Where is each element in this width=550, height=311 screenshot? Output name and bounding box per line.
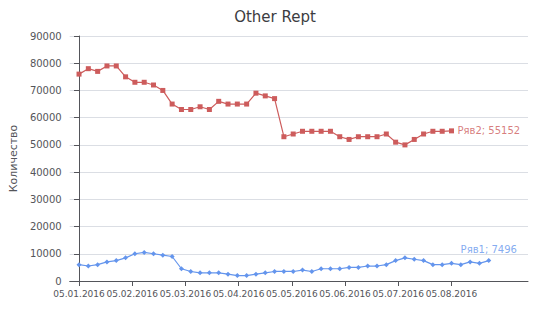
svg-text:Ряв1; 7496: Ряв1; 7496 <box>461 244 517 255</box>
svg-text:90000: 90000 <box>30 31 62 42</box>
svg-text:Other Rept: Other Rept <box>234 8 316 26</box>
svg-text:10000: 10000 <box>30 248 62 259</box>
svg-text:80000: 80000 <box>30 58 62 69</box>
svg-text:05.02.2016: 05.02.2016 <box>106 289 158 299</box>
svg-text:05.06.2016: 05.06.2016 <box>319 289 371 299</box>
svg-text:40000: 40000 <box>30 167 62 178</box>
svg-text:05.03.2016: 05.03.2016 <box>160 289 212 299</box>
svg-text:50000: 50000 <box>30 139 62 150</box>
svg-text:60000: 60000 <box>30 112 62 123</box>
svg-text:30000: 30000 <box>30 194 62 205</box>
svg-text:Ряв2; 55152: Ряв2; 55152 <box>458 125 521 136</box>
svg-text:05.08.2016: 05.08.2016 <box>426 289 478 299</box>
svg-text:05.01.2016: 05.01.2016 <box>53 289 105 299</box>
svg-text:Количество: Количество <box>7 124 20 192</box>
svg-text:20000: 20000 <box>30 221 62 232</box>
svg-text:70000: 70000 <box>30 85 62 96</box>
svg-text:05.05.2016: 05.05.2016 <box>266 289 318 299</box>
svg-text:05.04.2016: 05.04.2016 <box>213 289 265 299</box>
svg-text:05.07.2016: 05.07.2016 <box>373 289 425 299</box>
svg-text:0: 0 <box>55 276 61 287</box>
